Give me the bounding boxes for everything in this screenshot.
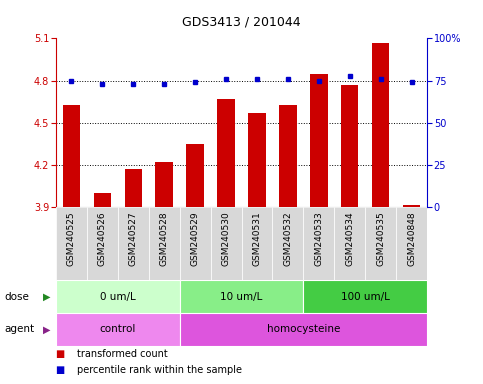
Text: GSM240531: GSM240531 xyxy=(253,211,261,266)
Text: 0 um/L: 0 um/L xyxy=(99,291,135,302)
Text: 10 um/L: 10 um/L xyxy=(220,291,263,302)
Text: homocysteine: homocysteine xyxy=(267,324,340,334)
Text: GSM240533: GSM240533 xyxy=(314,211,324,266)
Bar xyxy=(280,104,297,207)
Bar xyxy=(117,207,149,280)
Bar xyxy=(94,193,111,207)
Bar xyxy=(334,207,366,280)
Bar xyxy=(397,207,427,280)
Bar xyxy=(242,207,272,280)
Text: ▶: ▶ xyxy=(43,324,51,334)
Bar xyxy=(125,169,142,207)
Bar xyxy=(180,280,303,313)
Bar xyxy=(372,43,389,207)
Bar xyxy=(62,104,80,207)
Text: GSM240528: GSM240528 xyxy=(159,211,169,266)
Bar xyxy=(180,207,211,280)
Bar xyxy=(56,313,180,346)
Bar xyxy=(311,74,327,207)
Bar xyxy=(211,207,242,280)
Bar xyxy=(186,144,203,207)
Text: percentile rank within the sample: percentile rank within the sample xyxy=(77,365,242,375)
Text: GSM240525: GSM240525 xyxy=(67,211,75,266)
Bar xyxy=(303,280,427,313)
Bar xyxy=(56,280,180,313)
Text: ■: ■ xyxy=(56,365,65,375)
Bar xyxy=(341,85,358,207)
Text: GSM240535: GSM240535 xyxy=(376,211,385,266)
Text: GDS3413 / 201044: GDS3413 / 201044 xyxy=(182,16,301,29)
Bar xyxy=(366,207,397,280)
Text: GSM240527: GSM240527 xyxy=(128,211,138,266)
Text: GSM240534: GSM240534 xyxy=(345,211,355,266)
Text: dose: dose xyxy=(5,291,30,302)
Text: ▶: ▶ xyxy=(43,291,51,302)
Text: control: control xyxy=(99,324,136,334)
Bar xyxy=(248,113,266,207)
Text: 100 um/L: 100 um/L xyxy=(341,291,390,302)
Text: GSM240848: GSM240848 xyxy=(408,211,416,266)
Text: agent: agent xyxy=(5,324,35,334)
Bar xyxy=(217,99,235,207)
Bar xyxy=(403,205,421,207)
Bar xyxy=(180,313,427,346)
Bar xyxy=(303,207,334,280)
Text: ■: ■ xyxy=(56,349,65,359)
Bar xyxy=(56,207,86,280)
Text: transformed count: transformed count xyxy=(77,349,168,359)
Text: GSM240526: GSM240526 xyxy=(98,211,107,266)
Bar xyxy=(86,207,117,280)
Bar xyxy=(156,162,172,207)
Text: GSM240529: GSM240529 xyxy=(190,211,199,266)
Bar xyxy=(272,207,303,280)
Bar xyxy=(149,207,180,280)
Text: GSM240530: GSM240530 xyxy=(222,211,230,266)
Text: GSM240532: GSM240532 xyxy=(284,211,293,266)
